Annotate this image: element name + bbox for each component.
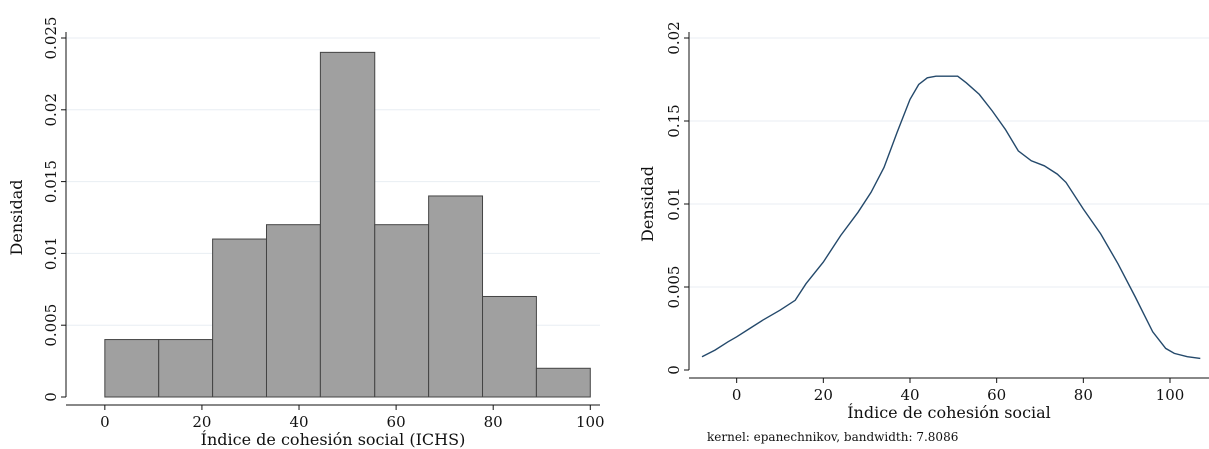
x-axis-title: Índice de cohesión social <box>847 402 1051 422</box>
y-tick-label: 0.15 <box>665 104 683 137</box>
x-tick-label: 80 <box>1074 386 1093 404</box>
density-line <box>701 75 1201 360</box>
y-tick-label: 0.01 <box>665 187 683 220</box>
x-tick-label: 20 <box>192 413 211 431</box>
y-tick-label: 0.01 <box>42 237 60 270</box>
y-tick-label: 0.015 <box>42 160 60 203</box>
x-tick-label: 40 <box>900 386 919 404</box>
histogram-bar <box>319 51 376 398</box>
x-tick-label: 60 <box>387 413 406 431</box>
y-axis-title: Densidad <box>7 180 26 256</box>
histogram-bar <box>212 238 267 398</box>
density-panel: 0 0.005 0.01 0.15 0.02 0 20 40 60 80 100 Índice de … <box>625 0 1209 449</box>
density-chart: 0 0.005 0.01 0.15 0.02 0 20 40 60 80 100 Índice de … <box>638 21 1209 422</box>
histogram-bar <box>374 224 430 398</box>
x-tick-label: 0 <box>100 413 110 431</box>
histogram-bar <box>104 339 160 398</box>
x-tick-label: 100 <box>576 413 605 431</box>
x-tick-label: 60 <box>987 386 1006 404</box>
x-tick-label: 80 <box>484 413 503 431</box>
y-tick-label: 0.005 <box>42 304 60 347</box>
x-tick-label: 40 <box>289 413 308 431</box>
y-tick-label: 0.005 <box>665 266 683 309</box>
x-tick-label: 0 <box>732 386 742 404</box>
histogram-chart: 0 0.005 0.01 0.015 0.02 0.025 0 20 40 60 80 100 Índi… <box>7 17 605 449</box>
histogram-bar <box>482 295 537 398</box>
x-tick-label: 100 <box>1156 386 1185 404</box>
kernel-note: kernel: epanechnikov, bandwidth: 7.8086 <box>707 430 959 444</box>
histogram-bar <box>428 195 484 398</box>
histogram-bar <box>265 224 321 398</box>
x-axis-title: Índice de cohesión social (ICHS) <box>201 429 466 449</box>
x-tick-label: 20 <box>814 386 833 404</box>
y-tick-label: 0.02 <box>42 93 60 126</box>
y-tick-label: 0 <box>42 392 60 402</box>
y-tick-label: 0.025 <box>42 17 60 60</box>
y-axis-title: Densidad <box>638 166 657 242</box>
y-tick-label: 0.02 <box>665 21 683 54</box>
histogram-bar <box>535 367 591 398</box>
y-tick-label: 0 <box>665 365 683 375</box>
histogram-panel: 0 0.005 0.01 0.015 0.02 0.025 0 20 40 60 80 100 Índi… <box>7 16 605 449</box>
histogram-bar <box>158 339 214 398</box>
